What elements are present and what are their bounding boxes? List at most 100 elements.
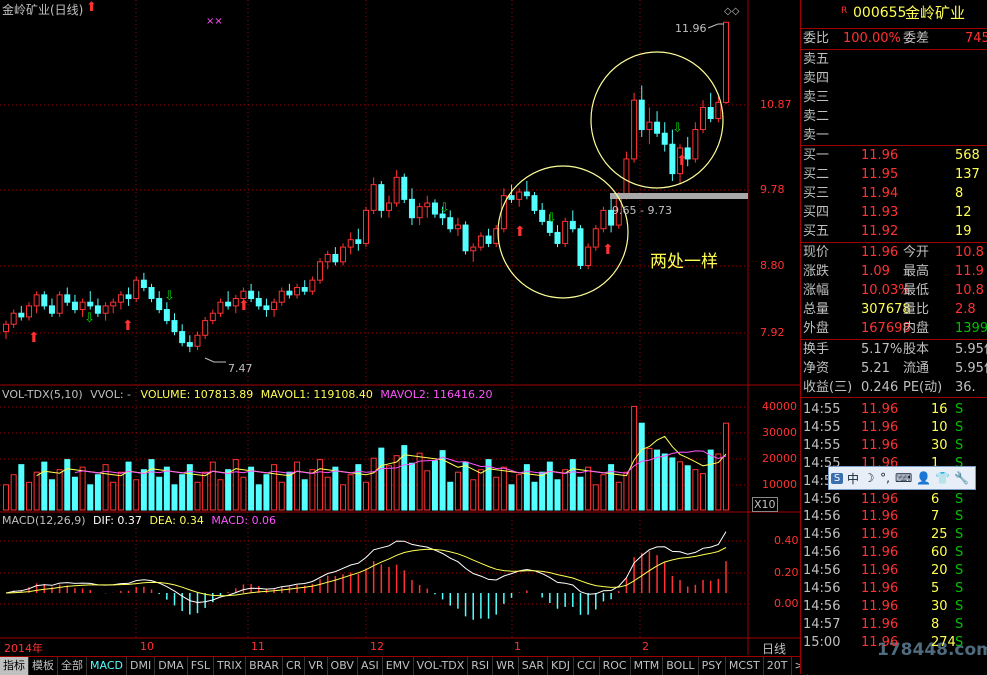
price-axis-label: 9.78 [760, 183, 785, 196]
tick-side: S [955, 563, 964, 579]
tab-dma[interactable]: DMA [155, 657, 188, 675]
dea-line [5, 547, 727, 597]
ime-moon-icon[interactable]: ☽ [863, 471, 875, 485]
tick-row: 14:56 11.96 25 S [801, 525, 987, 544]
volume-bar [102, 464, 109, 511]
candle-body [485, 235, 492, 244]
ime-keyboard-icon[interactable]: ⌨ [895, 471, 913, 485]
candle-body [692, 129, 699, 160]
tab-mtm[interactable]: MTM [631, 657, 664, 675]
tab-brar[interactable]: BRAR [246, 657, 284, 675]
mavol1-line [36, 435, 727, 477]
stat-value: 307678 [861, 302, 911, 317]
fund-value: 5.95亿 [955, 361, 987, 376]
tab-wr[interactable]: WR [493, 657, 519, 675]
tab-vr[interactable]: VR [305, 657, 328, 675]
tab-emv[interactable]: EMV [383, 657, 414, 675]
tab-kdj[interactable]: KDJ [548, 657, 574, 675]
tab-macd[interactable]: MACD [87, 657, 127, 675]
volume-bar [64, 459, 71, 511]
tick-row: 14:56 11.96 7 S [801, 507, 987, 526]
time-axis-label: 11 [251, 640, 265, 653]
candle-body [439, 213, 446, 219]
ime-logo-icon[interactable]: S [831, 472, 843, 484]
kline-chart[interactable]: ⬆ ⬆ ⬆ ⬆ ⬆ ⬆ ⇩ ⇩ ⇩ ⇩ ⇩ ◇◇ ×× [0, 0, 800, 655]
buy-signal-icon: ⬆ [602, 242, 614, 258]
tab-roc[interactable]: ROC [600, 657, 631, 675]
tab-trix[interactable]: TRIX [214, 657, 247, 675]
candle-body [140, 279, 147, 289]
tab-fsl[interactable]: FSL [188, 657, 214, 675]
period-label[interactable]: 日线 [762, 642, 787, 656]
candle-body [232, 298, 239, 307]
stat-value: 11.96 [861, 245, 899, 260]
tab-全部[interactable]: 全部 [58, 657, 87, 675]
tab-vol-tdx[interactable]: VOL-TDX [414, 657, 469, 675]
tab-20t[interactable]: 20T [764, 657, 792, 675]
volume-bar [317, 459, 324, 511]
tab-sar[interactable]: SAR [519, 657, 549, 675]
stat-value: 10.03% [861, 283, 911, 298]
tab-rsi[interactable]: RSI [468, 657, 494, 675]
buy-label: 买五 [803, 224, 830, 239]
volume-bar [677, 461, 684, 511]
stat-label: 涨跌 [803, 264, 830, 279]
ime-punct-icon[interactable]: °, [880, 471, 890, 485]
candle-body [271, 301, 278, 311]
volume-bar [232, 459, 239, 511]
tab-mcst[interactable]: MCST [726, 657, 764, 675]
buy-volume: 19 [955, 224, 972, 239]
volume-bar [447, 481, 454, 511]
stat-row: 涨幅 10.03% 最低 10.8 [801, 281, 987, 300]
vol-axis-label: 10000 [762, 478, 797, 491]
candle-body [324, 253, 331, 263]
sell-signal-icon: ⇩ [164, 289, 175, 304]
tab-boll[interactable]: BOLL [663, 657, 699, 675]
tab-cr[interactable]: CR [283, 657, 306, 675]
volume-bar [684, 465, 691, 511]
volume-bar [48, 479, 55, 511]
price-axis-label: 7.92 [760, 326, 785, 339]
volume-bar [179, 474, 186, 511]
volume-bar [3, 484, 9, 511]
candle-body [715, 101, 722, 120]
tick-time: 14:56 [803, 527, 841, 543]
volume-bar [378, 447, 385, 511]
high-marker-line [707, 23, 724, 29]
sell-label: 卖二 [803, 109, 830, 124]
candle-body [531, 195, 538, 211]
volume-bar [454, 471, 461, 511]
ime-chinese-mode[interactable]: 中 [847, 471, 860, 486]
candle-body [363, 209, 369, 244]
fund-value: 5.21 [861, 361, 890, 376]
volume-bar [271, 464, 278, 511]
volume-bar [523, 464, 530, 511]
ime-user-icon[interactable]: 👤 [916, 471, 932, 485]
volume-bar [194, 481, 201, 511]
candle-body [677, 147, 684, 175]
tab-psy[interactable]: PSY [699, 657, 726, 675]
volume-bar [600, 474, 607, 511]
stat-value: 10.8 [955, 245, 984, 260]
volume-bar [531, 481, 538, 511]
tab-dmi[interactable]: DMI [127, 657, 156, 675]
fund-value: 0.246 [861, 380, 899, 395]
tab-指标[interactable]: 指标 [0, 657, 29, 675]
stat-value: 11.9 [955, 264, 984, 279]
ime-skin-icon[interactable]: 👕 [935, 471, 951, 485]
tick-row: 14:56 11.96 6 S [801, 490, 987, 509]
candle-body [301, 287, 308, 292]
tab-obv[interactable]: OBV [328, 657, 358, 675]
ime-toolbar[interactable]: S 中 ☽ °, ⌨ 👤 👕 🔧 [828, 466, 976, 490]
tab-asi[interactable]: ASI [358, 657, 383, 675]
sell-label: 卖五 [803, 52, 830, 67]
tick-volume: 7 [931, 509, 940, 525]
tab-cci[interactable]: CCI [574, 657, 600, 675]
sell-label: 卖四 [803, 71, 830, 86]
tab-模板[interactable]: 模板 [29, 657, 58, 675]
volume-bar [263, 474, 270, 511]
volume-bar [186, 464, 193, 511]
volume-bar [638, 422, 645, 511]
ime-settings-icon[interactable]: 🔧 [954, 471, 970, 485]
